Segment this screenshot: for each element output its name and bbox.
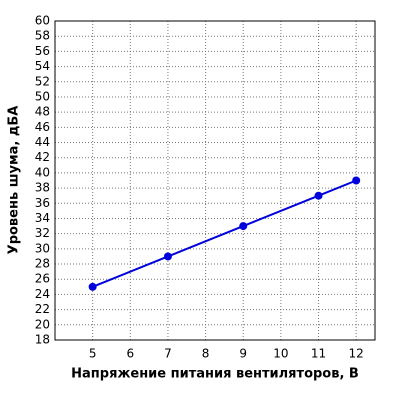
y-tick-label: 54: [35, 59, 50, 73]
y-axis-title: Уровень шума, дБА: [7, 106, 22, 255]
x-axis-title: Напряжение питания вентиляторов, В: [71, 367, 359, 382]
data-point: [239, 222, 248, 231]
data-point: [314, 191, 323, 200]
y-tick-label: 42: [35, 150, 50, 164]
x-tick-label: 5: [89, 347, 97, 361]
x-tick-label: 6: [126, 347, 134, 361]
y-tick-label: 56: [35, 44, 50, 58]
x-tick-label: 10: [273, 347, 288, 361]
y-tick-label: 30: [35, 241, 50, 255]
x-tick-label: 11: [311, 347, 326, 361]
y-tick-label: 34: [35, 211, 50, 225]
y-tick-label: 26: [35, 272, 50, 286]
x-tick-label: 12: [349, 347, 364, 361]
y-tick-label: 20: [35, 317, 50, 331]
y-tick-label: 58: [35, 29, 50, 43]
y-tick-label: 22: [35, 302, 50, 316]
y-tick-label: 38: [35, 181, 50, 195]
y-tick-label: 60: [35, 14, 50, 28]
data-point: [352, 176, 361, 185]
y-tick-label: 44: [35, 135, 50, 149]
y-tick-label: 52: [35, 74, 50, 88]
y-tick-label: 28: [35, 257, 50, 271]
x-tick-label: 8: [202, 347, 210, 361]
y-tick-label: 18: [35, 333, 50, 347]
y-tick-label: 48: [35, 105, 50, 119]
y-tick-label: 36: [35, 196, 50, 210]
data-point: [88, 282, 97, 291]
data-point: [163, 252, 172, 261]
plot-frame: [54, 20, 376, 341]
x-tick-label: 9: [239, 347, 247, 361]
y-tick-label: 40: [35, 165, 50, 179]
y-tick-label: 32: [35, 226, 50, 240]
x-tick-label: 7: [164, 347, 172, 361]
y-tick-label: 24: [35, 287, 50, 301]
y-tick-label: 46: [35, 120, 50, 134]
y-tick-label: 50: [35, 89, 50, 103]
